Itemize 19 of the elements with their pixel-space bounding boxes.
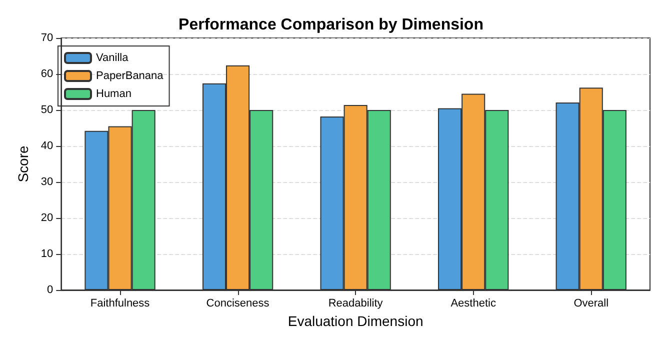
legend-label: PaperBanana — [96, 70, 164, 82]
y-axis-title: Score — [15, 146, 31, 182]
y-tick-label: 0 — [47, 284, 54, 296]
x-axis-title: Evaluation Dimension — [288, 312, 424, 329]
x-tick-label: Faithfulness — [90, 298, 150, 310]
x-tick-label: Overall — [574, 298, 609, 310]
x-tick-label: Readability — [328, 298, 384, 310]
y-tick-label: 70 — [40, 32, 54, 44]
y-tick-label: 20 — [40, 212, 54, 224]
legend-label: Vanilla — [96, 52, 130, 64]
y-tick-label: 60 — [40, 68, 54, 80]
x-tick-label: Conciseness — [206, 298, 270, 310]
y-tick-label: 50 — [40, 104, 54, 116]
chart-title: Performance Comparison by Dimension — [178, 16, 484, 34]
legend-label: Human — [96, 88, 132, 100]
y-tick-label: 10 — [40, 248, 54, 260]
y-tick-label: 40 — [40, 140, 54, 152]
x-tick-label: Aesthetic — [450, 298, 496, 310]
y-tick-label: 30 — [40, 176, 54, 188]
